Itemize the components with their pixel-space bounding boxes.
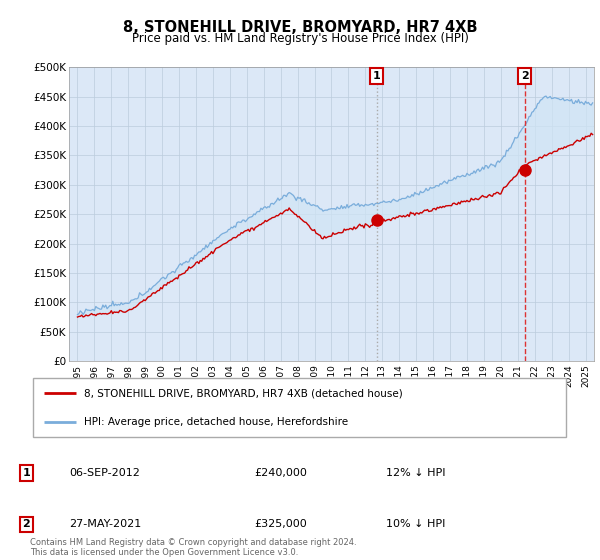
Text: Contains HM Land Registry data © Crown copyright and database right 2024.
This d: Contains HM Land Registry data © Crown c…: [30, 538, 356, 557]
Text: 1: 1: [373, 71, 380, 81]
FancyBboxPatch shape: [33, 378, 566, 437]
Text: 8, STONEHILL DRIVE, BROMYARD, HR7 4XB: 8, STONEHILL DRIVE, BROMYARD, HR7 4XB: [123, 20, 477, 35]
Text: 2: 2: [521, 71, 529, 81]
Text: 2: 2: [23, 520, 30, 529]
Text: £240,000: £240,000: [254, 468, 307, 478]
Text: 12% ↓ HPI: 12% ↓ HPI: [386, 468, 446, 478]
Text: Price paid vs. HM Land Registry's House Price Index (HPI): Price paid vs. HM Land Registry's House …: [131, 32, 469, 45]
Text: 10% ↓ HPI: 10% ↓ HPI: [386, 520, 446, 529]
Text: £325,000: £325,000: [254, 520, 307, 529]
Text: 1: 1: [23, 468, 30, 478]
Text: 06-SEP-2012: 06-SEP-2012: [70, 468, 140, 478]
Text: 8, STONEHILL DRIVE, BROMYARD, HR7 4XB (detached house): 8, STONEHILL DRIVE, BROMYARD, HR7 4XB (d…: [84, 388, 403, 398]
Text: 27-MAY-2021: 27-MAY-2021: [70, 520, 142, 529]
Text: HPI: Average price, detached house, Herefordshire: HPI: Average price, detached house, Here…: [84, 417, 348, 427]
